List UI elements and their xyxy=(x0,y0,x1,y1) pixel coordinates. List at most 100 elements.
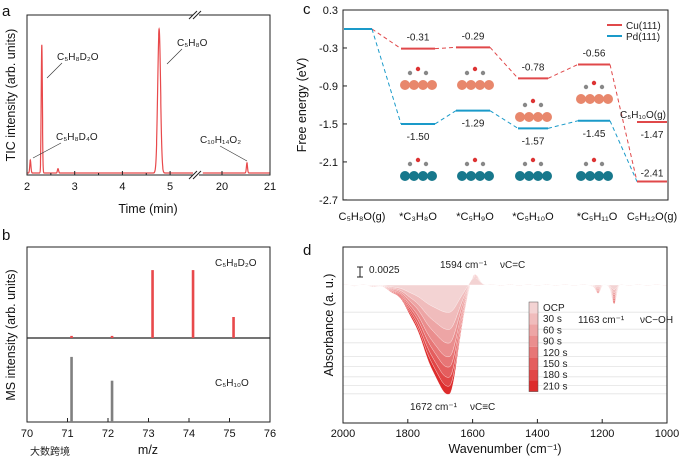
panel-label: a xyxy=(2,3,11,20)
x-tick-label: 1800 xyxy=(396,428,420,440)
y-axis-title: TIC intensity (arb. units) xyxy=(4,29,18,162)
ms-bar xyxy=(110,380,114,422)
energy-level-name: C₅H₁₀O(g) xyxy=(620,110,666,121)
panel-label: c xyxy=(303,1,311,18)
panel-label: b xyxy=(2,227,10,244)
x-tick-label: 2 xyxy=(24,181,30,193)
x-tick-label: 3 xyxy=(72,181,78,193)
x-axis-title: Time (min) xyxy=(118,202,177,216)
scale-bar-label: 0.0025 xyxy=(369,265,400,276)
plot-frame xyxy=(342,9,669,201)
adsorbate-atom-icon xyxy=(407,161,413,167)
adsorbate-atom-icon xyxy=(522,102,528,108)
cu-slab-icon xyxy=(515,112,525,122)
adsorbate-atom-icon xyxy=(472,157,478,163)
cu-slab-icon xyxy=(524,112,534,122)
x-category-label: *C₃H₈O xyxy=(399,211,437,223)
adsorbate-atom-icon xyxy=(480,161,486,167)
ms-bar xyxy=(70,356,73,422)
colorbar-swatch xyxy=(529,380,538,392)
adsorbate-atom-icon xyxy=(415,66,421,72)
pd-slab-icon xyxy=(484,171,494,181)
x-tick-label: 5 xyxy=(167,181,173,193)
colorbar-label: 210 s xyxy=(543,381,567,392)
colorbar-swatch xyxy=(529,335,538,347)
pd-slab-icon xyxy=(409,171,419,181)
energy-path-connector xyxy=(489,47,519,79)
cu-slab-icon xyxy=(400,80,410,90)
adsorbate-atom-icon xyxy=(464,70,470,76)
y-tick-label: 0.3 xyxy=(323,5,338,17)
pd-slab-icon xyxy=(427,171,437,181)
x-axis-title: Wavenumber (cm⁻¹) xyxy=(448,442,561,456)
energy-value-label: -1.29 xyxy=(462,119,485,130)
panel-c-free-energy xyxy=(342,9,669,201)
cu-slab-icon xyxy=(585,94,595,104)
x-category-label: *C₅H₁₀O xyxy=(512,211,554,223)
y-tick-label: -2.1 xyxy=(319,157,338,169)
y-axis-title: Free energy (eV) xyxy=(295,58,309,152)
annotation-arrow xyxy=(32,142,62,159)
adsorbate-atom-icon xyxy=(480,70,486,76)
pd-slab-icon xyxy=(457,171,467,181)
colorbar-label: 30 s xyxy=(543,314,562,325)
annotation-arrow xyxy=(219,145,248,162)
tic-trace-segment-1 xyxy=(202,161,270,174)
energy-value-label: -2.41 xyxy=(641,169,664,180)
colorbar-label: 120 s xyxy=(543,348,567,359)
energy-path-connector xyxy=(609,64,638,182)
energy-value-label: -0.78 xyxy=(522,62,545,73)
colorbar-swatch xyxy=(529,358,538,370)
x-tick-label: 20 xyxy=(216,181,228,193)
pd-slab-icon xyxy=(475,171,485,181)
colorbar-label: 90 s xyxy=(543,337,562,348)
peak-annotation: 1672 cm⁻¹ xyxy=(410,402,458,413)
adsorbate-atom-icon xyxy=(599,161,605,167)
y-axis-title: Absorbance (a. u.) xyxy=(322,274,336,377)
x-tick-label: 74 xyxy=(183,428,195,440)
watermark: 大数跨境 xyxy=(30,445,70,458)
cu-slab-icon xyxy=(427,80,437,90)
pd-slab-icon xyxy=(603,171,613,181)
x-tick-label: 72 xyxy=(102,428,114,440)
energy-path-connector xyxy=(547,120,579,129)
y-tick-label: -0.3 xyxy=(319,43,338,55)
cu-slab-icon xyxy=(603,94,613,104)
panel-label: d xyxy=(303,242,311,259)
pd-slab-icon xyxy=(585,171,595,181)
energy-value-label: -1.50 xyxy=(407,132,430,143)
annotation-arrow xyxy=(166,48,183,65)
y-tick-label: -2.7 xyxy=(319,195,338,207)
x-tick-label: 70 xyxy=(21,428,33,440)
colorbar-swatch xyxy=(529,324,538,336)
energy-path-connector xyxy=(434,46,457,50)
energy-value-label: -1.57 xyxy=(522,136,545,147)
energy-path-connector xyxy=(371,28,402,125)
ms-bar xyxy=(70,335,73,338)
plot-frame xyxy=(342,246,668,424)
adsorbate-atom-icon xyxy=(415,157,421,163)
adsorbate-atom-icon xyxy=(522,161,528,167)
energy-path-connector xyxy=(434,110,457,125)
x-tick-label: 1200 xyxy=(590,428,614,440)
x-category-label: *C₅H₉O xyxy=(456,211,494,223)
adsorbate-atom-icon xyxy=(591,80,597,86)
adsorbate-atom-icon xyxy=(538,161,544,167)
panel-b-mass-spectra xyxy=(26,246,271,423)
cu-slab-icon xyxy=(466,80,476,90)
adsorbate-atom-icon xyxy=(591,157,597,163)
adsorbate-atom-icon xyxy=(599,84,605,90)
x-category-label: *C₅H₁₁O xyxy=(577,211,618,223)
pd-slab-icon xyxy=(542,171,552,181)
x-tick-label: 71 xyxy=(61,428,73,440)
pd-slab-icon xyxy=(418,171,428,181)
colorbar-frame xyxy=(528,301,539,392)
tic-trace-segment-0 xyxy=(27,27,194,174)
cu-slab-icon xyxy=(533,112,543,122)
pd-slab-icon xyxy=(524,171,534,181)
adsorbate-atom-icon xyxy=(423,161,429,167)
legend-label: Cu(111) xyxy=(626,21,661,32)
adsorbate-atom-icon xyxy=(583,161,589,167)
y-tick-label: -0.9 xyxy=(319,81,338,93)
